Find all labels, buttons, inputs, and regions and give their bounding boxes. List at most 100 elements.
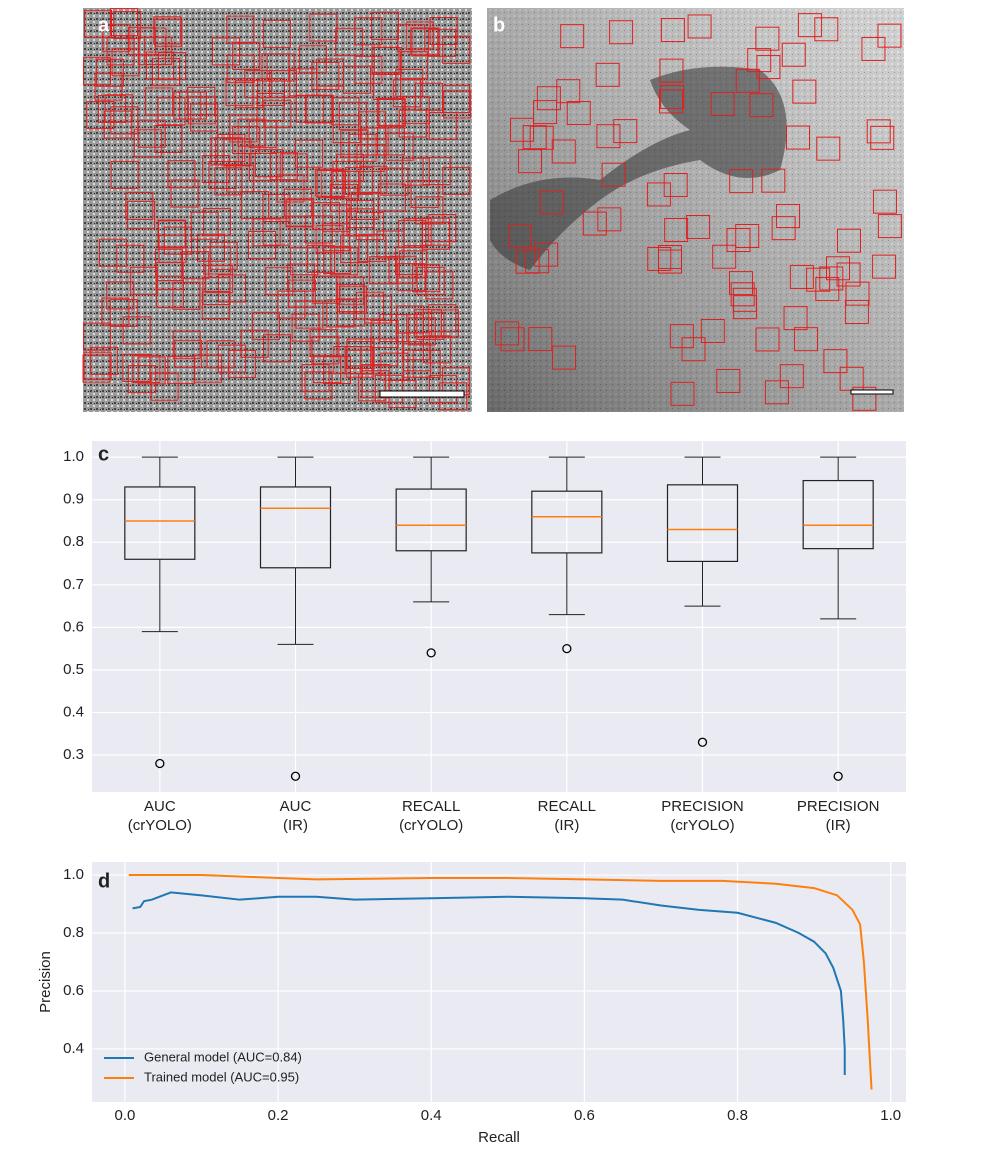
particle-box <box>158 220 187 249</box>
particle-box <box>333 345 362 374</box>
particle-box <box>726 228 751 253</box>
y-tick-label: 0.8 <box>63 533 84 550</box>
particle-box <box>686 214 711 239</box>
particle-box <box>733 295 758 320</box>
particle-box <box>749 93 774 118</box>
particle-box <box>755 327 780 352</box>
y-tick-label: 0.8 <box>63 924 84 941</box>
particle-box <box>336 153 365 182</box>
box <box>259 486 332 569</box>
particle-box <box>187 96 216 125</box>
particle-box <box>173 91 202 120</box>
particle-box <box>202 155 231 184</box>
particle-box <box>556 79 581 104</box>
particle-box <box>861 36 886 61</box>
particle-box <box>764 380 789 405</box>
particle-box <box>287 279 316 308</box>
particle-box <box>94 72 123 101</box>
particle-box <box>781 42 806 67</box>
particle-box <box>373 46 402 75</box>
particle-box <box>315 225 344 254</box>
plot-area <box>92 441 906 792</box>
particle-box <box>228 349 257 378</box>
panel-label: b <box>493 14 505 36</box>
y-tick-label: 0.3 <box>63 746 84 763</box>
particle-box <box>157 219 186 248</box>
particle-box <box>86 101 115 130</box>
particle-box <box>254 149 283 178</box>
particle-box <box>815 277 840 302</box>
particle-box <box>336 276 365 305</box>
particle-box <box>411 28 440 57</box>
particle-box <box>395 314 424 343</box>
particle-box <box>340 234 369 263</box>
particle-box <box>90 346 119 375</box>
particle-box <box>814 17 839 42</box>
particle-box <box>340 129 369 158</box>
particle-box <box>361 370 390 399</box>
particle-box <box>152 57 181 86</box>
particle-box <box>595 62 620 87</box>
particle-box <box>106 281 135 310</box>
particle-box <box>596 124 621 149</box>
particle-box <box>712 244 737 269</box>
particle-box <box>539 190 564 215</box>
particle-box <box>262 194 291 223</box>
particle-box <box>172 330 201 359</box>
x-tick-label: RECALL (crYOLO) <box>399 798 464 834</box>
particle-box <box>369 256 398 285</box>
particle-box <box>534 242 559 267</box>
particle-box <box>145 51 174 80</box>
particle-box <box>209 241 238 270</box>
box <box>802 479 874 550</box>
flier <box>562 643 572 654</box>
particle-box <box>785 125 810 150</box>
particle-box <box>515 249 540 274</box>
particle-box <box>747 48 772 73</box>
particle-box <box>410 180 439 209</box>
particle-box <box>203 246 232 275</box>
particle-box <box>870 125 895 150</box>
y-tick-label: 0.5 <box>63 661 84 678</box>
particle-box <box>413 309 442 338</box>
panel-label: c <box>98 443 109 465</box>
particle-box <box>601 162 626 187</box>
particle-box <box>560 24 585 49</box>
panel-label: a <box>98 14 110 36</box>
particle-box <box>373 72 402 101</box>
particle-box <box>311 61 340 90</box>
legend-label: Trained model (AUC=0.95) <box>144 1069 299 1084</box>
particle-box <box>348 133 377 162</box>
particle-box <box>125 191 154 220</box>
particle-box <box>522 125 547 150</box>
particle-box <box>735 224 760 249</box>
particle-box <box>761 168 786 193</box>
x-tick-label: PRECISION (crYOLO) <box>661 798 744 834</box>
particle-box <box>510 117 535 142</box>
particle-box <box>158 52 187 81</box>
x-axis-label: Recall <box>478 1129 520 1146</box>
particle-box <box>145 87 174 116</box>
particle-box <box>551 345 576 370</box>
particle-box <box>376 97 405 126</box>
particle-box <box>669 324 694 349</box>
particle-box <box>190 211 219 240</box>
particle-box <box>248 120 277 149</box>
particle-box <box>664 218 689 243</box>
particle-box <box>214 167 243 196</box>
particle-box <box>206 340 235 369</box>
particle-box <box>659 58 684 83</box>
y-tick-label: 0.4 <box>63 703 84 720</box>
x-tick-label: 1.0 <box>880 1107 901 1124</box>
particle-box <box>402 349 431 378</box>
particle-box <box>226 164 255 193</box>
y-tick-label: 0.6 <box>63 982 84 999</box>
particle-box <box>138 27 167 56</box>
particle-box <box>354 55 383 84</box>
particle-box <box>355 212 384 241</box>
particle-box <box>313 355 342 384</box>
particle-box <box>380 167 409 196</box>
particle-box <box>82 354 111 383</box>
particle-box <box>83 351 112 380</box>
y-tick-label: 1.0 <box>63 866 84 883</box>
